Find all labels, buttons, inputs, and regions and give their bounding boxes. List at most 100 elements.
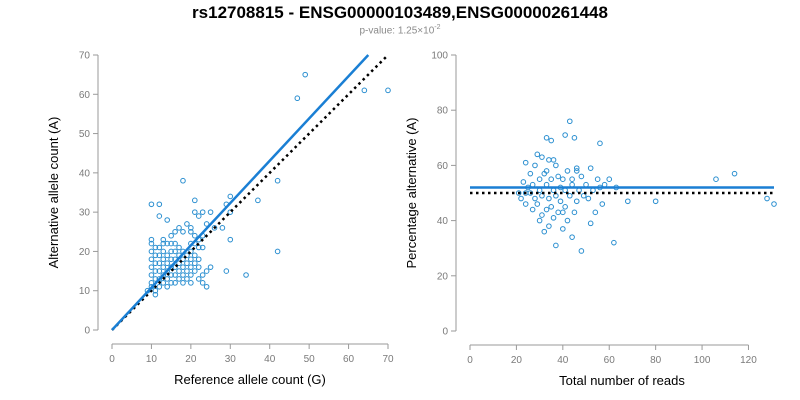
fit-line [111,54,370,331]
data-point [164,217,170,223]
y-tick-label: 80 [437,106,449,117]
data-point [168,280,174,286]
data-point [652,198,659,205]
data-point [168,232,174,239]
data-point [599,201,606,207]
y-tick-label: 10 [79,286,91,297]
data-point [625,198,631,205]
data-point [184,276,190,282]
data-point [148,201,155,208]
data-point [176,244,182,251]
data-point [168,256,174,263]
data-point [192,252,198,259]
data-point [274,248,281,255]
data-point [532,162,538,169]
data-point [578,248,585,254]
p-value-subtitle: p-value: 1.25×10-2 [0,24,800,36]
data-point [156,213,163,219]
data-point [219,225,226,231]
data-point [520,179,527,185]
data-point [184,260,190,267]
panel-allele-counts: 0 10 20 30 40 50 60 70 0 10 20 30 40 50 60 70 Reference … [46,51,394,388]
data-point [176,260,182,267]
data-point [227,209,234,215]
data-point [560,176,566,182]
data-point [302,71,309,78]
data-point [522,201,529,207]
data-point [160,264,167,270]
data-point [188,225,194,231]
data-point [156,260,163,267]
data-point [548,137,555,144]
data-point [199,209,206,215]
y-tick-label: 40 [79,168,91,179]
data-point [148,248,155,255]
data-point [569,176,575,182]
data-point [553,242,559,249]
data-point [223,268,230,274]
data-point [566,192,573,199]
data-point [573,165,580,171]
data-point [541,228,548,235]
data-point [160,236,167,243]
y-tick-label: 50 [79,129,91,140]
data-point [176,225,182,231]
data-point [148,280,155,286]
data-point [192,268,198,274]
data-point [188,264,194,270]
data-point [522,159,529,166]
data-point [180,280,186,286]
data-point [587,165,594,171]
data-point [546,223,552,229]
data-point [207,209,214,215]
data-point [539,154,545,160]
x-tick-label: 70 [382,354,394,365]
x-axis-title: Total number of reads [559,373,685,388]
data-point [578,173,585,180]
x-tick-label: 60 [343,354,355,365]
data-point [527,170,534,177]
data-point [532,195,538,202]
data-point [188,272,194,278]
data-point [172,272,178,278]
data-point [180,264,186,270]
x-tick-label: 20 [511,355,523,366]
data-point [550,215,557,221]
y-tick-label: 30 [79,208,91,219]
data-point [172,248,178,255]
data-point [199,280,206,286]
data-point [199,244,206,251]
data-point [148,264,155,270]
data-point [188,256,194,263]
data-point [148,256,155,263]
y-tick-label: 60 [79,90,91,101]
data-point [385,87,391,94]
y-tick-label: 60 [437,161,449,172]
x-tick-label: 10 [146,354,158,365]
y-tick-label: 40 [437,216,449,227]
data-point [211,225,218,231]
data-point [594,176,601,182]
data-point [195,256,202,263]
data-point [148,240,155,247]
data-point [529,206,536,213]
data-point [564,168,571,174]
x-tick-label: 80 [650,355,662,366]
data-point [243,272,249,278]
y-tick-label: 100 [431,51,448,62]
p-value-exponent: -2 [434,24,441,31]
data-point [160,240,167,247]
data-point [606,176,613,182]
data-point [294,95,301,102]
data-point [172,240,178,247]
data-point [585,195,592,202]
y-axis-title: Alternative allele count (A) [46,117,61,269]
data-point [152,268,159,274]
data-point [180,177,186,184]
data-point [546,157,552,163]
data-point [539,212,545,218]
data-point [536,176,543,182]
x-tick-label: 40 [264,354,276,365]
data-point [255,197,261,204]
